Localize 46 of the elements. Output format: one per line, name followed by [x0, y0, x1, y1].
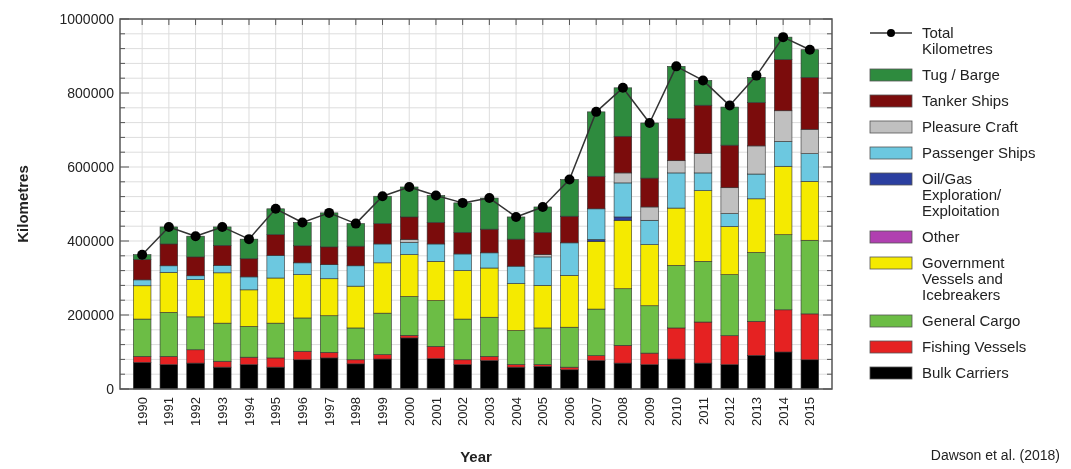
x-axis-title: Year — [460, 448, 493, 465]
text: Dawson et al. (2018) — [930, 447, 1060, 463]
x-tick-label: 2014 — [775, 397, 791, 426]
x-tick-label: 2000 — [401, 397, 417, 426]
legend-label: Bulk Carriers — [922, 364, 1009, 381]
x-tick-label: 1991 — [161, 397, 177, 426]
x-tick-label: 2009 — [642, 397, 658, 426]
x-tick-label: 1999 — [375, 397, 391, 426]
x-tick-label: 1995 — [268, 397, 284, 426]
y-tick-label: 1000000 — [59, 10, 115, 27]
y-tick-label: 0 — [106, 380, 115, 397]
x-tick-label: 2007 — [588, 397, 604, 426]
x-tick-label: 1996 — [294, 397, 310, 426]
x-tick-label: 1993 — [214, 397, 230, 426]
legend-label: Oil/Gas Exploration/Exploitation — [922, 170, 1003, 219]
legend-label: Tug / Barge — [922, 66, 1000, 83]
x-tick-label: 2011 — [695, 397, 711, 425]
x-tick-label: 1994 — [241, 397, 257, 426]
x-tick-label: 2012 — [722, 397, 738, 426]
legend-label: Fishing Vessels — [922, 338, 1027, 355]
x-tick-label: 2005 — [535, 397, 551, 426]
legend-label: Total Kilometres — [922, 24, 993, 57]
x-tick-label: 2013 — [748, 397, 764, 426]
y-tick-label: 400000 — [67, 232, 115, 249]
x-tick-label: 2003 — [481, 397, 497, 426]
x-tick-label: 2006 — [562, 397, 578, 426]
x-tick-label: 2015 — [802, 397, 818, 426]
y-tick-label: 800000 — [67, 84, 115, 101]
legend-label: Pleasure Craft — [922, 118, 1019, 135]
x-tick-label: 2002 — [455, 397, 471, 426]
legend-label: Government Vessels and Icebreakers — [922, 254, 1006, 303]
legend-label: Other — [922, 228, 960, 245]
legend-label: Passenger Ships — [922, 144, 1036, 161]
x-tick-label: 2008 — [615, 397, 631, 426]
y-tick-label: 200000 — [67, 306, 115, 323]
x-tick-label: 1997 — [321, 397, 337, 426]
x-tick-label: 2004 — [508, 397, 524, 426]
legend-label: General Cargo — [922, 312, 1021, 329]
legend-label: Tanker Ships — [922, 92, 1009, 109]
y-tick-label: 600000 — [67, 158, 115, 175]
x-tick-label: 2001 — [428, 397, 444, 426]
y-axis-title: Kilometres — [14, 165, 31, 243]
x-tick-label: 1998 — [348, 397, 364, 426]
x-tick-label: 1990 — [134, 397, 150, 426]
x-tick-label: 1992 — [188, 397, 204, 426]
x-tick-label: 2010 — [668, 397, 684, 426]
